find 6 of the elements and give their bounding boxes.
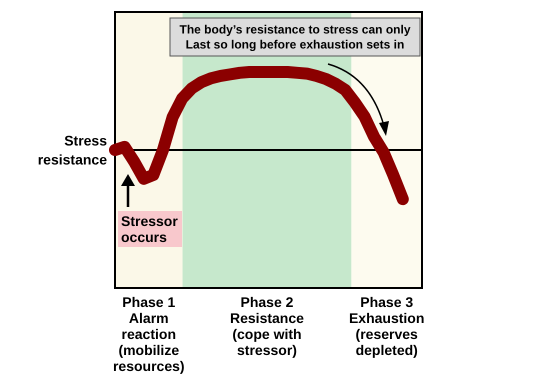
text: Phase 1 Alarm reaction (mobilize resources) (112, 294, 185, 374)
text: The body’s resistance to stress can only Last so long before exhaustion sets in (180, 22, 411, 52)
text: Phase 2 Resistance (cope with stressor) (230, 294, 304, 358)
text: Stressor occurs (121, 213, 178, 245)
text: Phase 3 Exhaustion (reserves depleted) (348, 294, 424, 358)
y-axis-title: Stress resistance (38, 132, 108, 168)
